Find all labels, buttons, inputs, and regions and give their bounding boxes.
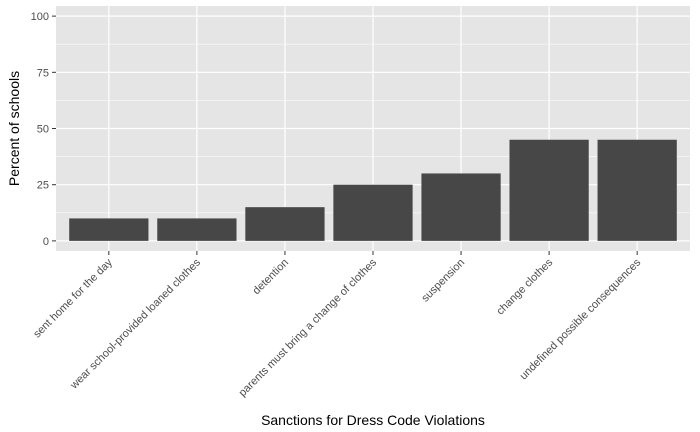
y-tick-label: 75 [37,67,49,79]
y-tick-label: 25 [37,180,49,192]
x-tick-label: parents must bring a change of clothes [237,256,380,399]
bar [597,139,677,241]
x-tick-label: change clothes [494,256,555,317]
bar [333,184,413,241]
y-axis: 0 25 50 75 100 [31,11,56,248]
bar [69,218,149,241]
bar [245,207,325,241]
y-tick-label: 50 [37,124,49,136]
x-axis-title: Sanctions for Dress Code Violations [261,412,485,428]
bar [157,218,237,241]
x-tick-label: suspension [419,257,467,305]
y-axis-title: Percent of schools [6,71,22,186]
bar [421,173,501,241]
x-tick-label: sent home for the day [31,256,115,340]
bar [509,139,589,241]
grid-lines [56,6,690,251]
x-tick-label: detention [251,257,291,297]
y-tick-label: 100 [31,11,49,23]
y-tick-label: 0 [43,236,49,248]
bars [69,139,677,241]
